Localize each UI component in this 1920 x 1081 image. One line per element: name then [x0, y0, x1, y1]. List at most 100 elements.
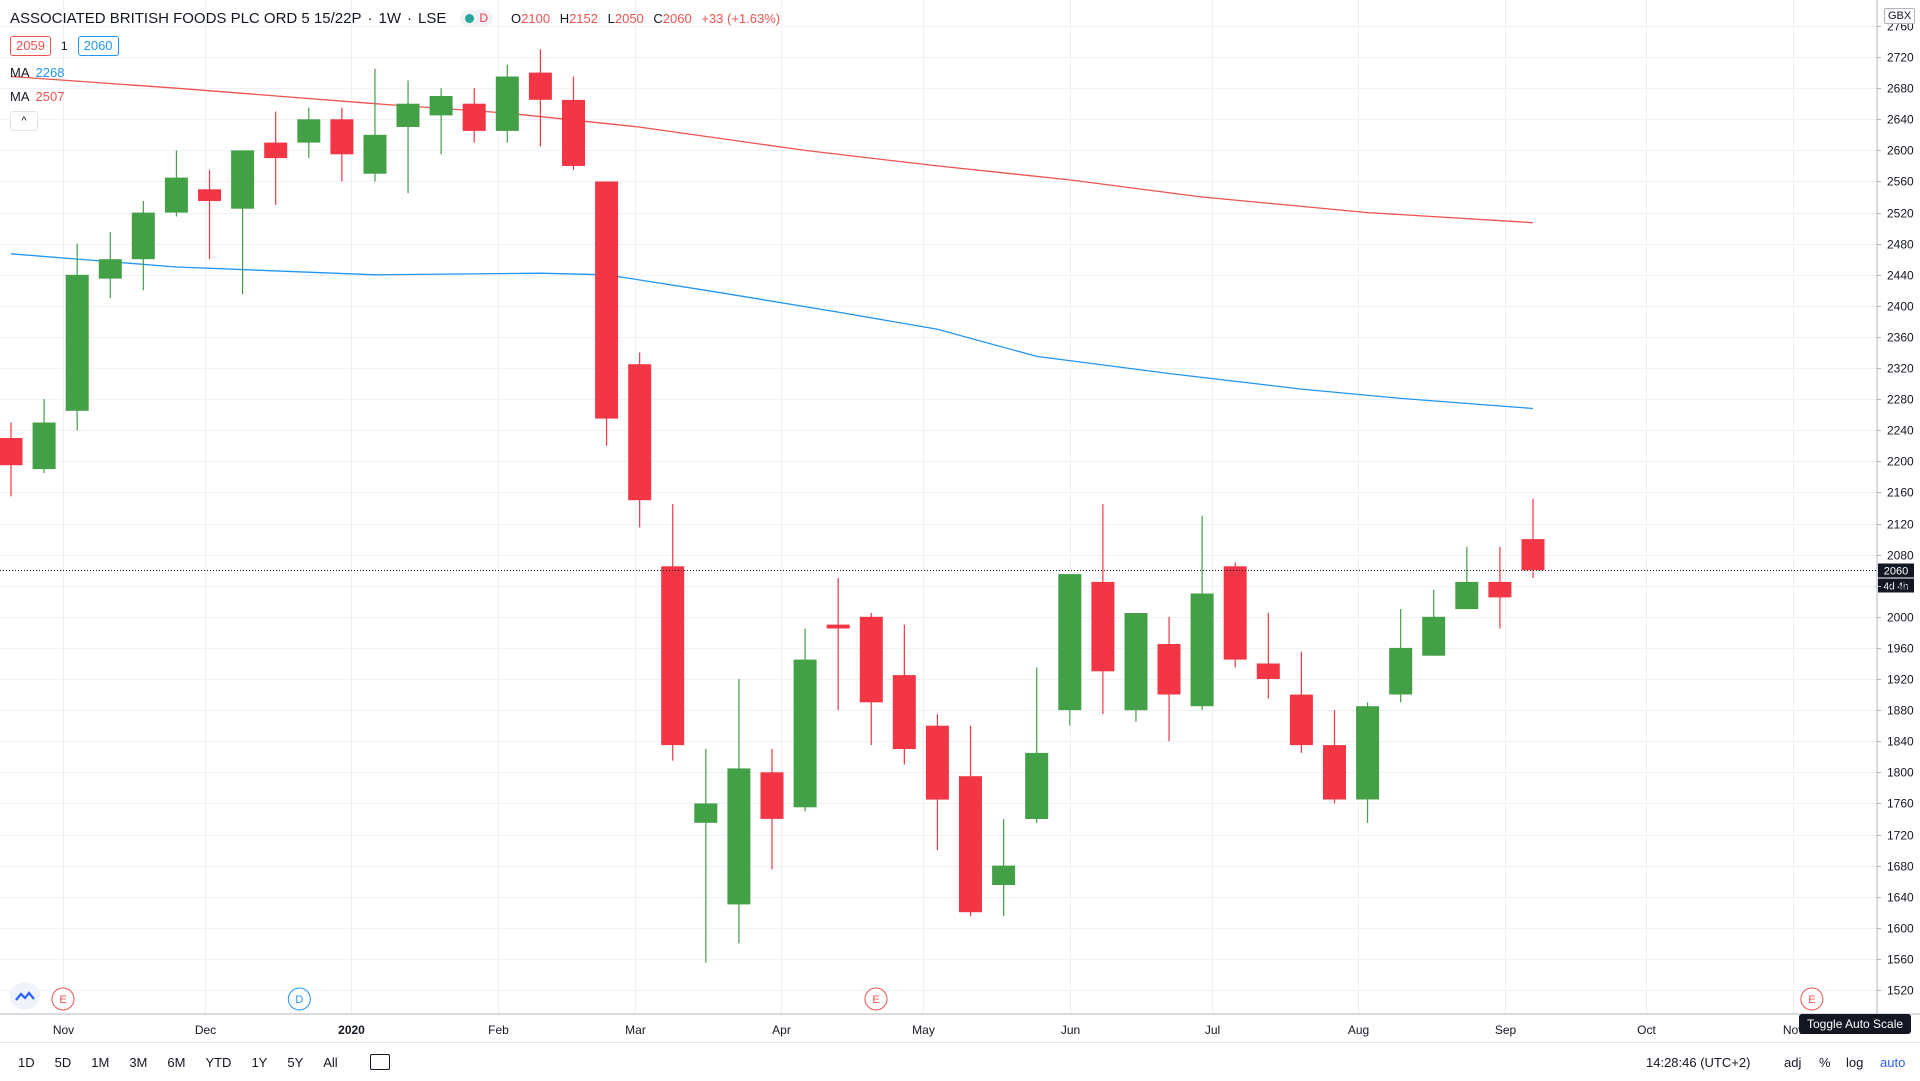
auto-scale-button[interactable]: auto	[1880, 1055, 1906, 1070]
candle-body	[1190, 593, 1214, 707]
candle-body	[1223, 566, 1247, 660]
price-tick-label: 1760	[1887, 797, 1914, 811]
price-tick-label: 2640	[1887, 113, 1914, 127]
symbol-header: ASSOCIATED BRITISH FOODS PLC ORD 5 15/22…	[10, 9, 786, 27]
time-tick-label: Jun	[1061, 1023, 1080, 1037]
bid-button[interactable]: 2059	[10, 36, 51, 56]
candle-body	[1389, 647, 1413, 695]
candle-body	[1157, 644, 1181, 695]
candle-body	[1124, 613, 1148, 711]
candle	[1124, 612, 1148, 722]
clock-timezone[interactable]: 14:28:46 (UTC+2)	[1646, 1055, 1751, 1070]
percent-scale-button[interactable]: %	[1819, 1055, 1831, 1070]
price-tick-label: 2040	[1887, 580, 1914, 594]
go-to-date-calendar-icon[interactable]	[369, 1054, 390, 1070]
indicator-ma-fast[interactable]: MA 2268	[10, 65, 64, 80]
price-tick-label: 2000	[1887, 611, 1914, 625]
log-scale-button[interactable]: log	[1846, 1055, 1864, 1070]
change-value: +33 (+1.63%)	[701, 10, 781, 26]
time-tick-label: Mar	[625, 1023, 646, 1037]
header-separator: ·	[406, 9, 412, 27]
range-all-button[interactable]: All	[323, 1054, 338, 1070]
candle-body	[495, 76, 519, 131]
candle	[32, 399, 56, 474]
candle-body	[1455, 581, 1479, 610]
candlestick-series	[0, 49, 1545, 963]
range-1d-button[interactable]: 1D	[18, 1054, 35, 1070]
candle	[0, 422, 23, 497]
collapse-legend-button[interactable]: ^	[10, 111, 38, 131]
price-tick-label: 2360	[1887, 331, 1914, 345]
candle-body	[793, 659, 817, 808]
currency-label[interactable]: GBX	[1884, 8, 1916, 24]
price-axis: 1520 1560 1600 1640 1680 1720 1760 1800 1840 1880…	[1876, 0, 1914, 1014]
price-tick-label: 1920	[1887, 673, 1914, 687]
candle-body	[562, 99, 585, 166]
high-label: H	[559, 10, 570, 26]
market-status-dot-icon	[465, 13, 475, 23]
interval-label[interactable]: 1W	[378, 9, 401, 27]
market-status-letter: D	[479, 11, 489, 25]
price-tick-label: 2120	[1887, 518, 1914, 532]
candle	[462, 88, 486, 143]
candle	[892, 624, 916, 765]
time-tick-label: Aug	[1348, 1023, 1369, 1037]
indicator-ma-slow[interactable]: MA 2507	[10, 89, 64, 104]
range-5y-button[interactable]: 5Y	[287, 1054, 304, 1070]
range-5d-button[interactable]: 5D	[54, 1054, 72, 1070]
time-axis: Nov Dec 2020 Feb Mar Apr May Jun Jul Aug Sep Oct Nov	[0, 1013, 1920, 1037]
event-marker-letter: E	[1808, 994, 1815, 1006]
price-chart[interactable]: 2060 4d 4h 1520 1560 1600 1640 1680 1720 1760 18…	[0, 0, 1920, 1042]
candle	[65, 243, 89, 431]
price-tick-label: 1840	[1887, 735, 1914, 749]
candle	[925, 714, 949, 851]
candle	[231, 150, 255, 295]
price-tick-label: 2240	[1887, 424, 1914, 438]
price-tick-label: 1720	[1887, 829, 1914, 843]
candle	[495, 64, 519, 143]
range-1m-button[interactable]: 1M	[91, 1054, 110, 1070]
candle-body	[925, 725, 949, 800]
countdown-label: 4d 4h	[1883, 582, 1908, 593]
candle-body	[98, 259, 122, 279]
candle-body	[65, 274, 89, 411]
candle	[1157, 616, 1181, 742]
candle-body	[595, 181, 619, 419]
range-3m-button[interactable]: 3M	[129, 1054, 148, 1070]
range-1y-button[interactable]: 1Y	[251, 1054, 268, 1070]
candle-body	[1091, 581, 1115, 672]
chevron-up-icon: ^	[21, 115, 27, 127]
candle-body	[528, 72, 552, 100]
candle-body	[1323, 745, 1346, 800]
adjust-button[interactable]: adj	[1784, 1055, 1802, 1070]
range-6m-button[interactable]: 6M	[167, 1054, 186, 1070]
candle	[528, 49, 552, 147]
ohlc-readout: O2100 H2152 L2050 C2060 +33 (+1.63%)	[511, 11, 786, 26]
spread-value: 1	[60, 39, 68, 53]
last-price-label: 2060	[1884, 566, 1908, 578]
event-marker-dividend-icon	[287, 987, 311, 1011]
countdown-tag	[1878, 578, 1914, 593]
symbol-title[interactable]: ASSOCIATED BRITISH FOODS PLC ORD 5 15/22…	[10, 9, 362, 27]
candle-body	[859, 616, 883, 703]
bid-ask-panel: 2059 1 2060	[10, 36, 119, 56]
candle	[1091, 504, 1115, 715]
candle	[661, 504, 685, 761]
candle	[694, 749, 718, 963]
price-tick-label: 2440	[1887, 269, 1914, 283]
range-ytd-button[interactable]: YTD	[205, 1054, 232, 1070]
price-tick-label: 1880	[1887, 704, 1914, 718]
event-marker-letter: D	[295, 994, 303, 1006]
ma-fast-line	[10, 253, 1534, 410]
market-status-pill[interactable]: D	[460, 10, 494, 26]
candle-body	[131, 212, 155, 260]
tradingview-logo-icon[interactable]	[10, 982, 40, 1010]
candle	[1323, 710, 1346, 804]
candle-body	[330, 119, 354, 155]
candle	[1025, 667, 1049, 823]
candle	[859, 612, 883, 746]
candle-body	[1488, 581, 1512, 598]
ask-button[interactable]: 2060	[77, 36, 119, 56]
candle	[330, 107, 354, 182]
